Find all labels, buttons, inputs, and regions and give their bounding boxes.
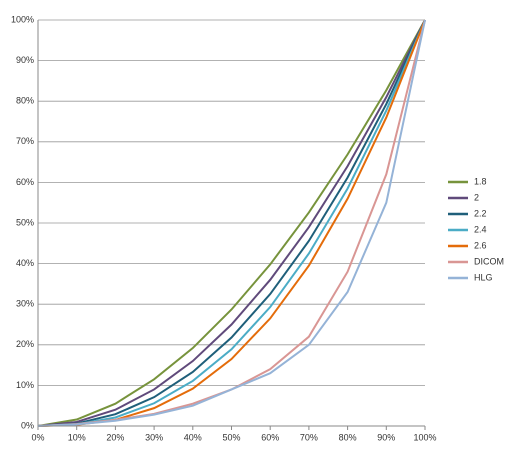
y-tick-label: 0% bbox=[21, 420, 34, 430]
x-tick-label: 30% bbox=[145, 432, 163, 442]
x-tick-label: 90% bbox=[377, 432, 395, 442]
x-tick-label: 0% bbox=[31, 432, 44, 442]
x-tick-label: 60% bbox=[261, 432, 279, 442]
series-line bbox=[37, 19, 426, 427]
legend-label: HLG bbox=[474, 272, 493, 282]
y-tick-label: 70% bbox=[16, 136, 34, 146]
series-line bbox=[37, 19, 426, 427]
legend-label: 2.6 bbox=[474, 240, 487, 250]
legend-label: 1.8 bbox=[474, 176, 487, 186]
x-tick-label: 20% bbox=[106, 432, 124, 442]
x-tick-label: 70% bbox=[300, 432, 318, 442]
y-tick-label: 20% bbox=[16, 339, 34, 349]
y-tick-label: 80% bbox=[16, 96, 34, 106]
x-tick-label: 40% bbox=[184, 432, 202, 442]
y-tick-label: 10% bbox=[16, 380, 34, 390]
x-tick-label: 50% bbox=[222, 432, 240, 442]
series-line bbox=[37, 19, 426, 427]
legend-label: 2.2 bbox=[474, 208, 487, 218]
y-tick-label: 40% bbox=[16, 258, 34, 268]
y-tick-label: 90% bbox=[16, 55, 34, 65]
y-tick-label: 30% bbox=[16, 299, 34, 309]
y-tick-label: 50% bbox=[16, 217, 34, 227]
y-tick-label: 100% bbox=[11, 14, 34, 24]
x-tick-label: 100% bbox=[413, 432, 436, 442]
series-line bbox=[37, 19, 426, 427]
y-tick-label: 60% bbox=[16, 177, 34, 187]
series-line bbox=[37, 19, 426, 427]
legend-label: 2.4 bbox=[474, 224, 487, 234]
legend-label: DICOM bbox=[474, 256, 504, 266]
legend-label: 2 bbox=[474, 192, 479, 202]
x-tick-label: 10% bbox=[68, 432, 86, 442]
x-tick-label: 80% bbox=[339, 432, 357, 442]
